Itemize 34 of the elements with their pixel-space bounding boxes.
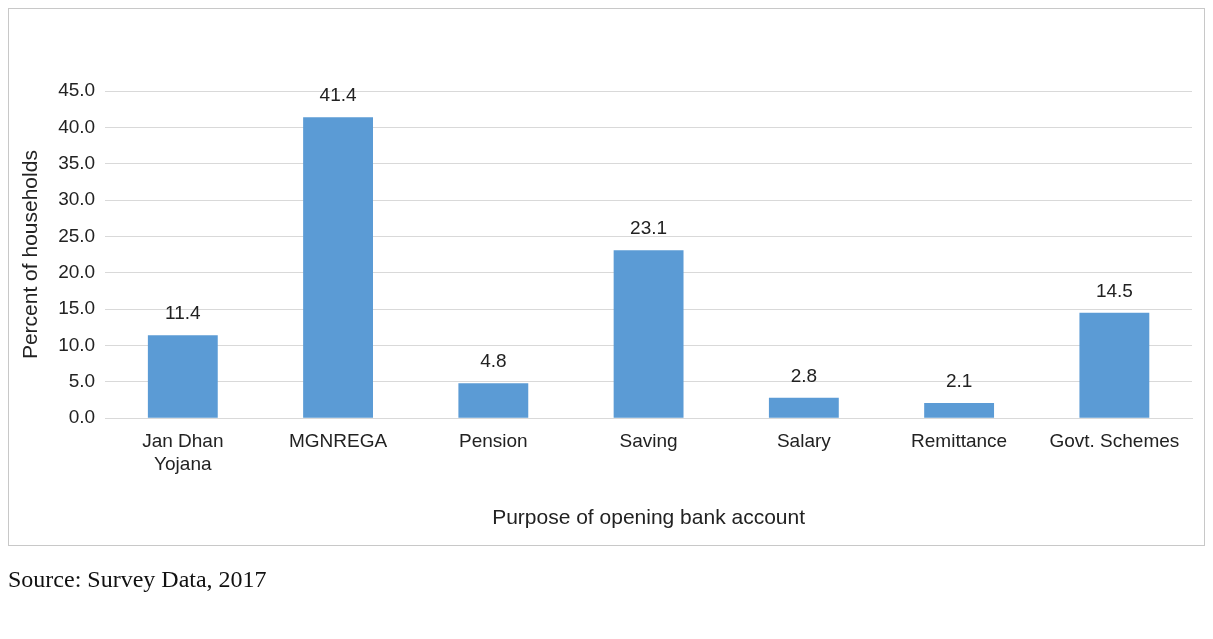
y-axis-title: Percent of households (18, 150, 42, 360)
bar (924, 402, 995, 418)
source-note: Source: Survey Data, 2017 (8, 566, 268, 593)
y-tick-label: 35.0 (58, 151, 96, 173)
y-tick-label: 40.0 (58, 115, 96, 137)
y-tick-label: 15.0 (58, 297, 96, 319)
data-label: 11.4 (165, 302, 202, 324)
bar (1079, 312, 1150, 418)
x-tick-label: MGNREGA (288, 429, 388, 451)
y-tick-label: 10.0 (58, 333, 96, 355)
bar (458, 383, 529, 418)
data-label: 4.8 (480, 350, 507, 372)
bar (303, 117, 373, 418)
x-tick-label: Jan Dhan Yojana (142, 429, 224, 474)
y-tick-label: 0.0 (68, 406, 96, 428)
data-label: 2.1 (945, 369, 973, 391)
x-tick-label: Govt. Schemes (1049, 429, 1180, 451)
x-tick-label: Pension (458, 429, 528, 451)
x-tick-label: Salary (776, 429, 832, 451)
y-tick-label: 25.0 (58, 224, 96, 246)
x-axis-title: Purpose of opening bank account (492, 505, 806, 529)
bar (768, 397, 839, 418)
x-tick-label: Saving (619, 429, 678, 451)
y-tick-label: 20.0 (58, 261, 96, 283)
bar (147, 335, 218, 418)
data-label: 14.5 (1095, 279, 1133, 301)
y-tick-label: 5.0 (68, 370, 96, 392)
data-label: 41.4 (319, 83, 357, 105)
data-label: 2.8 (790, 364, 818, 386)
bar (613, 250, 684, 418)
data-label: 23.1 (630, 216, 668, 238)
y-tick-label: 45.0 (58, 79, 96, 101)
y-tick-label: 30.0 (58, 188, 96, 210)
x-tick-label: Remittance (911, 429, 1008, 451)
